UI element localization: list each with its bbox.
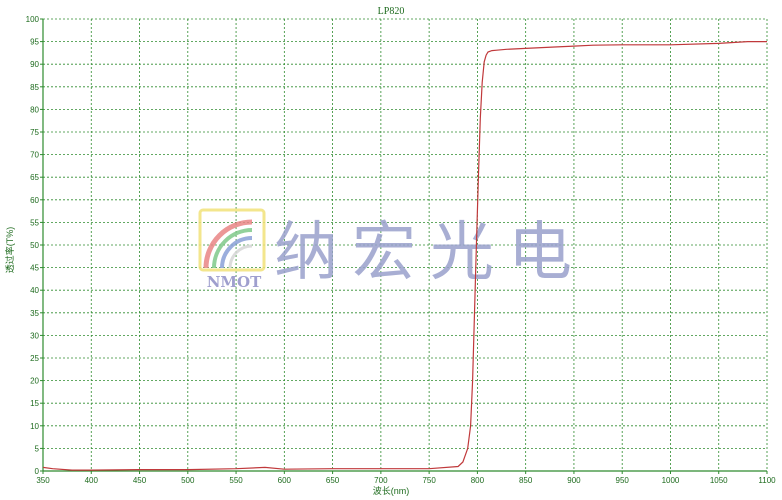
y-tick-label: 75 [30, 128, 39, 137]
y-tick-labels: 0 5 10 15 20 25 30 35 40 45 50 55 60 65 70 75 80 85 90 95 10… [26, 15, 40, 476]
y-tick-label: 100 [26, 15, 40, 24]
x-tick-label: 700 [374, 476, 388, 485]
watermark-logo-text: NMOT [207, 273, 262, 291]
y-tick-label: 70 [30, 151, 39, 160]
y-tick-label: 45 [30, 264, 39, 273]
y-tick-label: 35 [30, 309, 39, 318]
x-tick-label: 650 [326, 476, 340, 485]
x-tick-label: 600 [278, 476, 292, 485]
x-tick-label: 750 [422, 476, 436, 485]
x-tick-label: 1000 [662, 476, 680, 485]
y-tick-label: 60 [30, 196, 39, 205]
watermark: NMOT 纳宏光电 [198, 208, 586, 291]
x-tick-labels: 350 400 450 500 550 600 650 700 750 800 850 900 950 1… [36, 476, 776, 485]
y-tick-label: 90 [30, 60, 39, 69]
y-tick-label: 50 [30, 241, 39, 250]
y-tick-label: 20 [30, 377, 39, 386]
y-tick-label: 10 [30, 422, 39, 431]
nmot-logo-icon [198, 208, 266, 272]
y-tick-label: 0 [35, 467, 40, 476]
x-axis-label: 波长(nm) [373, 485, 410, 496]
y-tick-label: 85 [30, 83, 39, 92]
x-tick-label: 800 [471, 476, 485, 485]
y-tick-label: 65 [30, 173, 39, 182]
chart-title: LP820 [378, 6, 405, 17]
y-tick-label: 15 [30, 399, 39, 408]
x-tick-label: 550 [229, 476, 243, 485]
x-tick-label: 850 [519, 476, 533, 485]
series-layer [42, 40, 767, 471]
x-tick-label: 1050 [710, 476, 728, 485]
y-tick-label: 40 [30, 286, 39, 295]
x-tick-label: 500 [181, 476, 195, 485]
x-tick-label: 1100 [758, 476, 776, 485]
transmittance-line [42, 40, 767, 471]
y-tick-label: 30 [30, 331, 39, 340]
y-tick-label: 25 [30, 354, 39, 363]
x-tick-label: 350 [36, 476, 50, 485]
y-tick-label: 95 [30, 38, 39, 47]
x-tick-label: 450 [133, 476, 147, 485]
x-tick-label: 900 [567, 476, 581, 485]
y-tick-label: 55 [30, 218, 39, 227]
y-tick-label: 80 [30, 105, 39, 114]
grid [43, 18, 768, 471]
y-tick-label: 5 [35, 444, 40, 453]
watermark-company-text: 纳宏光电 [274, 216, 586, 290]
axes [40, 18, 768, 474]
x-tick-label: 400 [85, 476, 99, 485]
x-tick-label: 950 [616, 476, 630, 485]
y-axis-label: 透过率(T%) [4, 227, 15, 274]
